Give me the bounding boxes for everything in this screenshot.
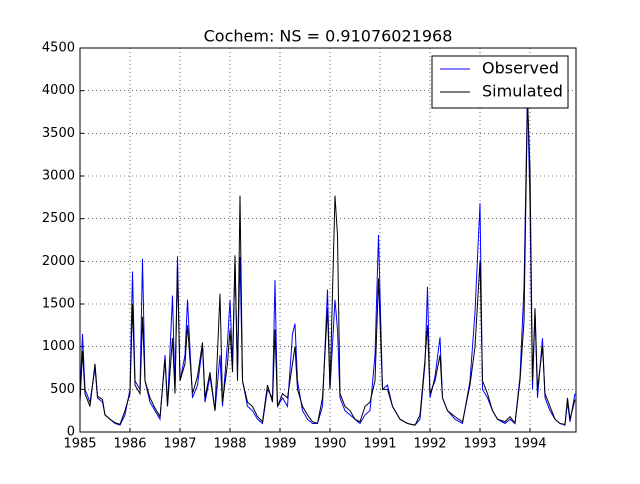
x-tick-label: 1987 (163, 437, 196, 452)
y-tick-label: 4000 (42, 83, 75, 98)
x-tick-label: 1991 (363, 437, 396, 452)
chart-title: Cochem: NS = 0.91076021968 (204, 27, 453, 46)
plot-frame (79, 47, 577, 433)
x-tick-label: 1986 (113, 437, 146, 452)
x-tick-label: 1993 (463, 437, 496, 452)
legend-label: Observed (482, 59, 559, 78)
x-tick-label: 1994 (513, 437, 546, 452)
y-tick-label: 0 (67, 425, 75, 440)
y-tick-label: 2000 (42, 254, 75, 269)
y-tick-label: 4500 (42, 41, 75, 56)
y-tick-label: 1500 (42, 297, 75, 312)
x-tick-label: 1989 (263, 437, 296, 452)
y-tick-label: 500 (50, 382, 75, 397)
x-tick-label: 1990 (313, 437, 346, 452)
y-tick-label: 1000 (42, 339, 75, 354)
x-tick-label: 1985 (63, 437, 96, 452)
y-tick-label: 3500 (42, 126, 75, 141)
series-line (79, 99, 576, 426)
x-tick-label: 1992 (413, 437, 446, 452)
x-tick-label: 1988 (213, 437, 246, 452)
y-tick-label: 3000 (42, 169, 75, 184)
legend-box (431, 55, 569, 109)
legend-label: Simulated (482, 82, 563, 101)
y-tick-label: 2500 (42, 211, 75, 226)
